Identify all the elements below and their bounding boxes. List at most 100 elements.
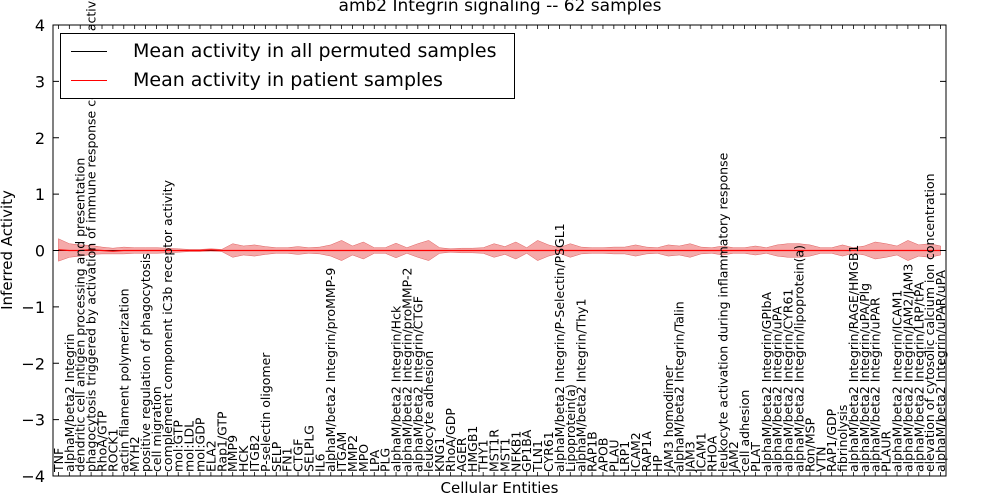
category-label: JAM3 (683, 441, 698, 473)
category-label: leukocyte adhesion (421, 351, 436, 472)
legend-label-permuted: Mean activity in all permuted samples (133, 40, 497, 62)
category-label: PLAUR (879, 431, 894, 472)
category-label: cell migration (149, 386, 164, 472)
category-label: CTGF (291, 439, 306, 472)
category-label: actin filament polymerization (116, 288, 131, 472)
category-label: MST1R (487, 429, 502, 472)
y-tick-label: 0 (35, 242, 45, 261)
category-label: LPA (367, 449, 382, 472)
category-label: JAM3 homodimer (661, 365, 676, 473)
category-label: mol:LDL (182, 421, 197, 472)
category-label: CYR61 (541, 431, 556, 472)
y-tick-label: −2 (21, 354, 45, 373)
category-label: alphaM/beta2 Integrin/uPAR/uPA (933, 270, 948, 472)
y-tick-label: −3 (21, 411, 45, 430)
category-label: ROCK1 (105, 429, 120, 472)
category-label: alphaM/beta2 Integrin/proMMP-2 (399, 268, 414, 472)
category-label: elevation of cytosolic calcium ion conce… (922, 173, 937, 472)
category-label: ICAM1 (694, 432, 709, 472)
category-label: MST1 (497, 438, 512, 472)
tick-layer: −4 −3 −2 −1 0 1 2 3 4 (21, 16, 946, 486)
category-label: PLAU (606, 439, 621, 472)
series-line-layer (58, 249, 941, 252)
y-tick-label: 2 (35, 129, 45, 148)
category-label: SELP (269, 441, 284, 472)
category-label: leukocyte activation during inflammatory… (715, 152, 730, 472)
category-label: alphaM/beta2 Integrin/uPA (770, 306, 785, 472)
category-label: alphaM/beta2 Integrin/uPA/Plg (857, 283, 872, 472)
category-label: alphaM/beta2 Integrin/lipoprotein(a) (792, 245, 807, 472)
category-label: alphaM/beta2 Integrin/ICAM1 (890, 290, 905, 472)
category-label: ICAM2 (628, 432, 643, 472)
category-label: P-selectin oligomer (258, 352, 273, 472)
category-label: Rap1/GTP (214, 411, 229, 472)
category-label: NFKB1 (508, 431, 523, 472)
y-tick-label: 4 (35, 16, 45, 35)
category-label: alphaM/beta2 Integrin/Hck (389, 305, 404, 472)
category-label: alphaM/beta2 Integrin/CTGF (410, 296, 425, 472)
legend: Mean activity in all permuted samples Me… (60, 33, 515, 99)
category-label: alphaM/beta2 Integrin/JAM2/JAM3 (900, 264, 915, 472)
legend-item-permuted: Mean activity in all permuted samples (71, 38, 496, 64)
category-label: THY1 (476, 439, 491, 473)
category-label: phagocytosis triggered by activation of … (84, 0, 99, 472)
category-label: MMP2 (345, 435, 360, 472)
category-label: PLAT (748, 442, 763, 472)
legend-label-patient: Mean activity in patient samples (133, 69, 443, 91)
category-label: LRP1 (617, 441, 632, 472)
category-label: ELA2 (203, 440, 218, 472)
category-label: Lipoprotein(a) (563, 384, 578, 472)
category-label: alphaM/beta2 Integrin/uPAR (868, 297, 883, 472)
category-label: positive regulation of phagocytosis (138, 253, 153, 472)
category-label: RAP1A (639, 431, 654, 472)
category-label: JAM2 (726, 441, 741, 473)
category-label: alphaM/beta2 Integrin/GPIbA (759, 292, 774, 472)
legend-item-patient: Mean activity in patient samples (71, 67, 443, 93)
category-label: mol:GTP (171, 420, 186, 472)
category-label: alphaM/beta2 Integrin/Thy1 (574, 298, 589, 472)
category-label: alphaM/beta2 Integrin/LRP/tPA (911, 281, 926, 472)
x-axis-label: Cellular Entities (440, 479, 559, 497)
category-label: MMP9 (225, 435, 240, 472)
category-label: IL6 (312, 453, 327, 472)
category-label: RHOA (704, 435, 719, 472)
category-label: PLG (378, 448, 393, 472)
category-label: alphaM/beta2 Integrin/proMMP-9 (323, 268, 338, 472)
category-label: complement component iC3b receptor activ… (160, 179, 175, 472)
category-label: cell adhesion (737, 390, 752, 472)
category-label: KNG1 (432, 437, 447, 472)
category-label: TNF (51, 448, 66, 473)
category-label: FN1 (280, 447, 295, 472)
category-label: dendritic cell antigen processing and pr… (73, 158, 88, 472)
category-label: APOB (596, 438, 611, 473)
category-label: Ron/MSP (802, 417, 817, 472)
category-label: mol:GDP (193, 417, 208, 472)
category-label: SELPLG (301, 425, 316, 472)
category-label: alphaM/beta2 Integrin/CYR61 (781, 289, 796, 472)
y-axis-label: Inferred Activity (0, 190, 16, 310)
category-label: alphaM/beta2 Integrin (62, 334, 77, 472)
category-label: RhoA/GDP (443, 408, 458, 472)
category-label: HP (650, 455, 665, 472)
category-label: HMGB1 (465, 426, 480, 472)
category-label: alphaM/beta2 Integrin/Talin (672, 301, 687, 472)
legend-line-permuted (71, 50, 107, 52)
category-label: alphaM/beta2 Integrin/RAGE/HMGB1 (846, 245, 861, 472)
chart-title: amb2 Integrin signaling -- 62 samples (338, 0, 662, 16)
category-label: TLN1 (530, 440, 545, 473)
category-label: HCK (236, 445, 251, 472)
category-label: RAP1B (585, 431, 600, 472)
category-label: ITGB2 (247, 434, 262, 472)
legend-line-patient (71, 79, 107, 81)
category-label: MYH2 (127, 436, 142, 472)
y-tick-label: −1 (21, 298, 45, 317)
y-tick-label: 1 (35, 185, 45, 204)
y-tick-label: −4 (21, 467, 45, 486)
category-label: MPO (356, 444, 371, 472)
category-label: ITGAM (334, 432, 349, 472)
series-line-patient (58, 249, 941, 252)
category-label: VTN (813, 446, 828, 472)
category-label: GP1BA (519, 429, 534, 472)
